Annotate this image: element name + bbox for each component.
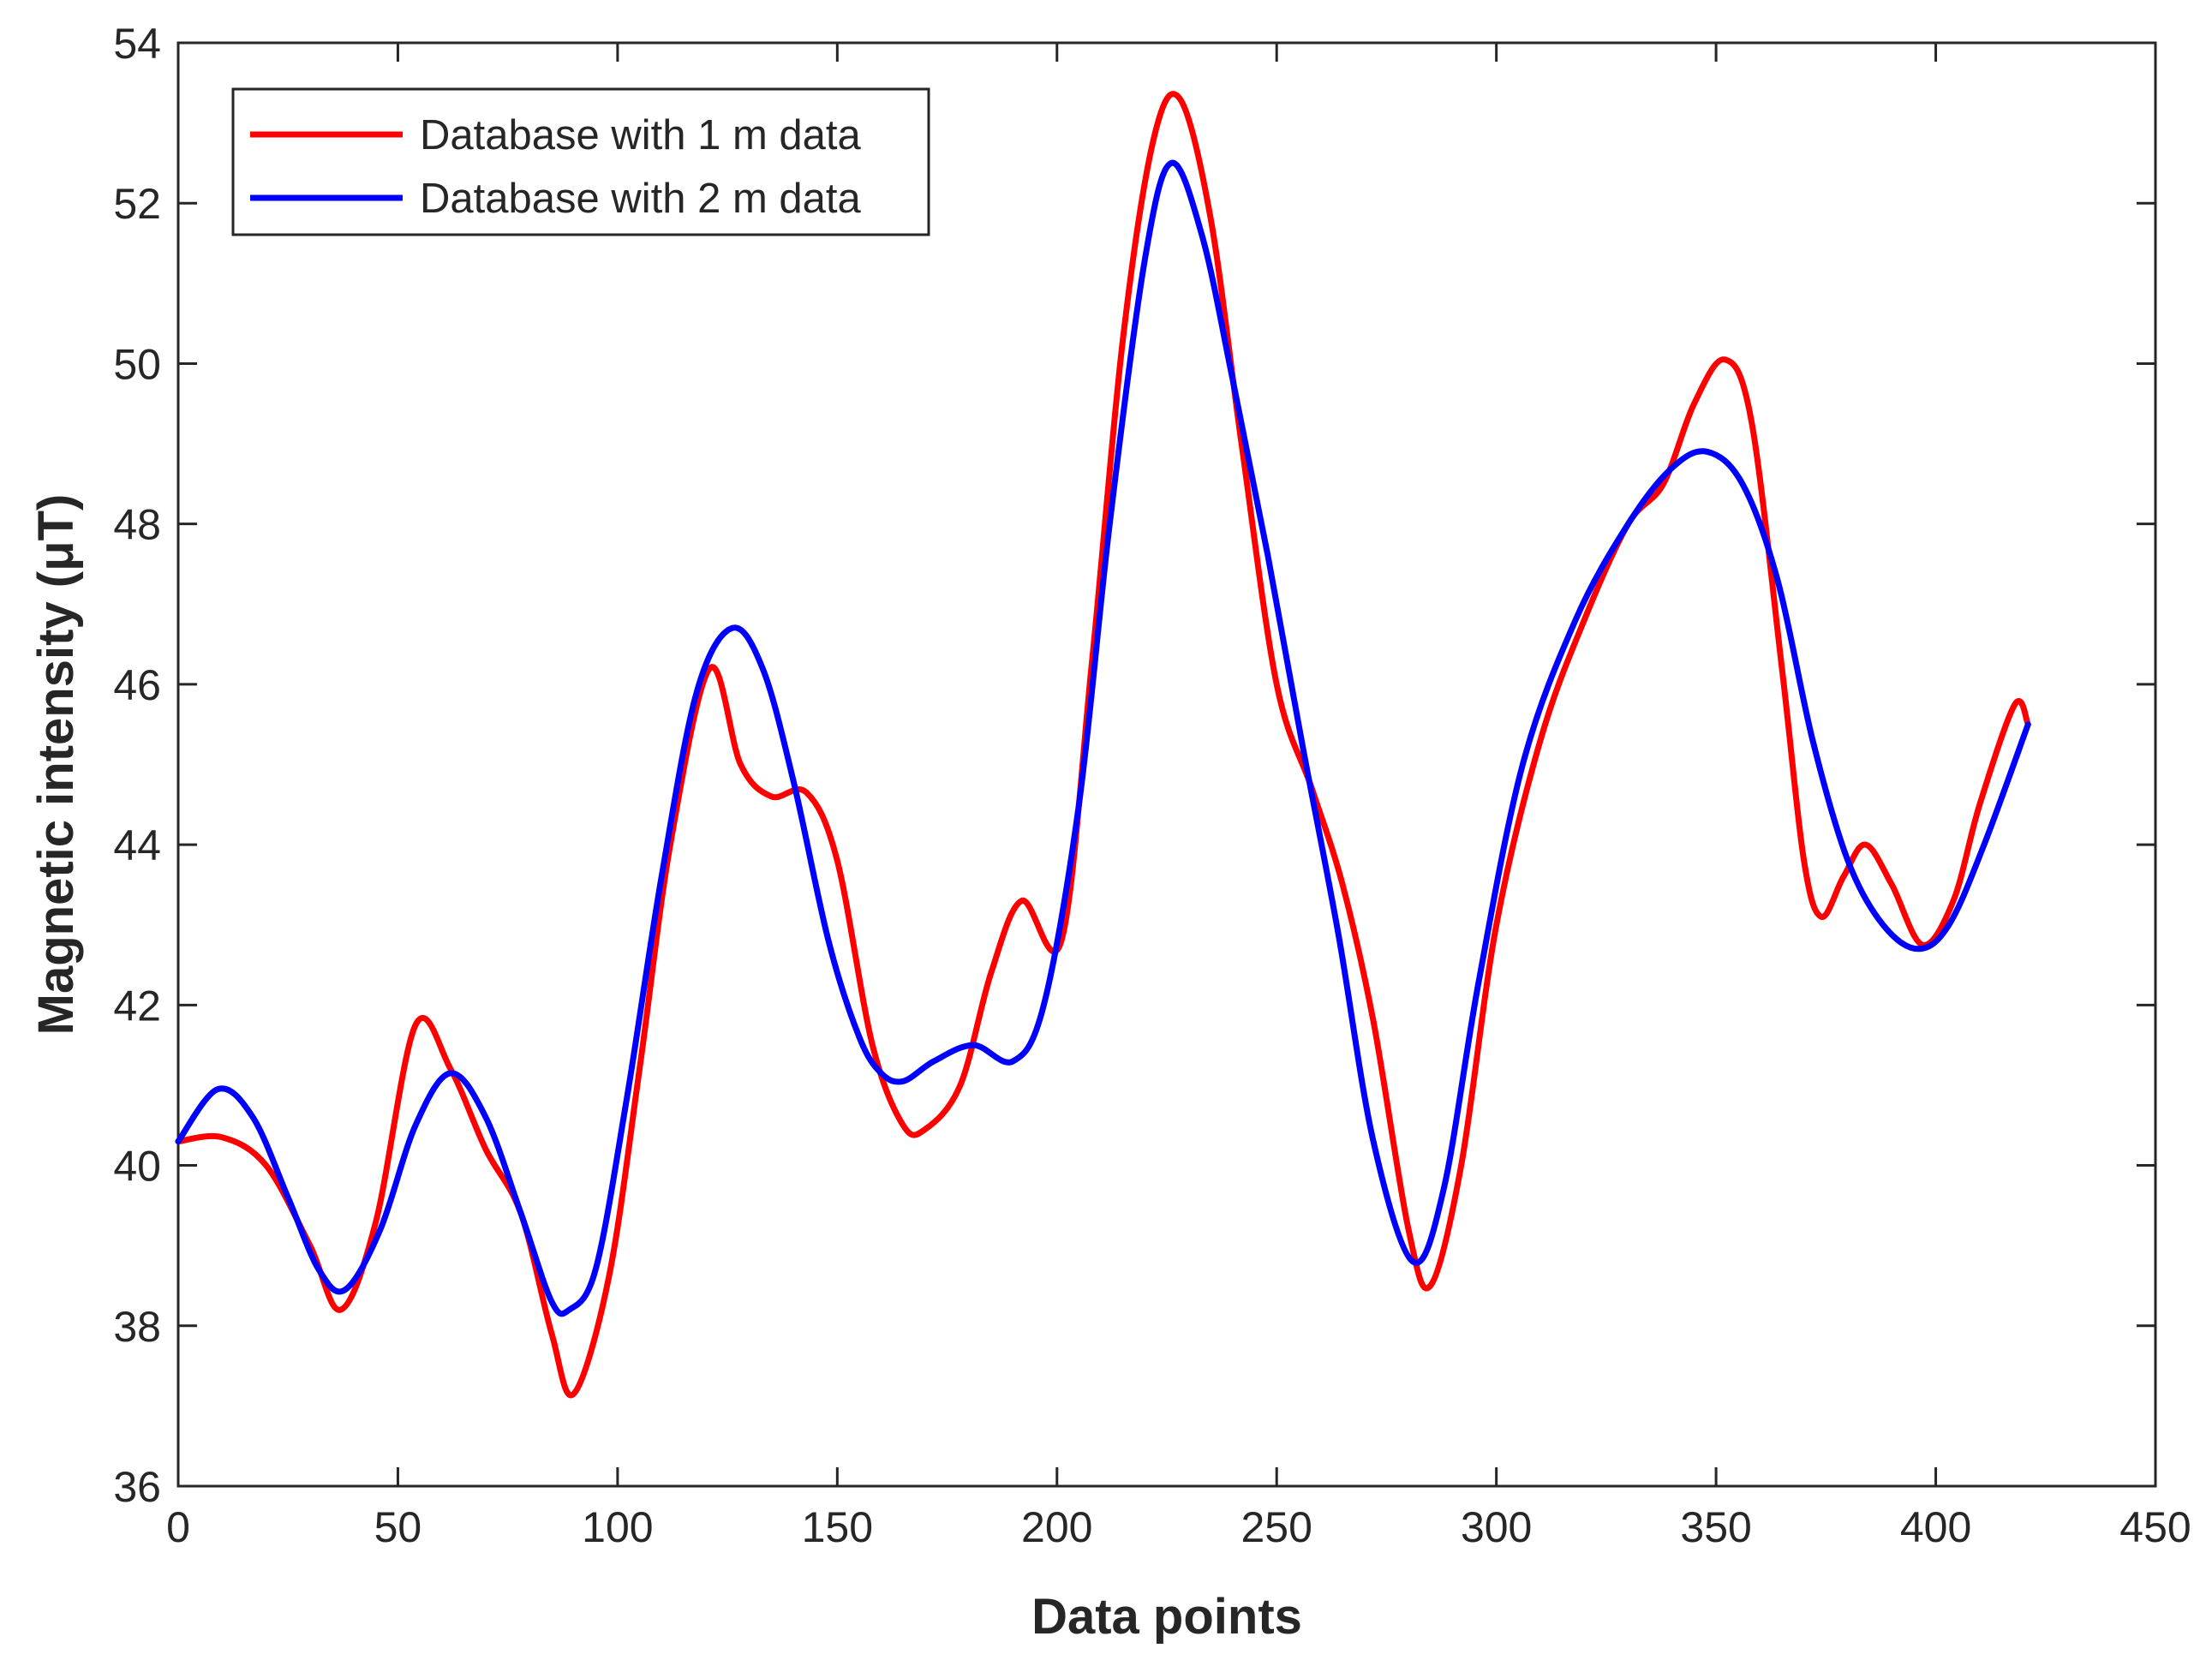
y-tick-label: 40 [113,1143,161,1191]
legend: Database with 1 m data Database with 2 m … [231,87,930,236]
plot-area [176,41,2157,1488]
x-tick-label: 350 [1680,1503,1751,1551]
series-line-2 [175,159,2031,1317]
x-tick-label: 0 [166,1503,190,1551]
y-tick-label: 38 [113,1303,161,1351]
y-tick-label: 52 [113,180,161,228]
legend-box [231,87,930,236]
y-tick-label: 50 [113,340,161,388]
x-axis-title: Data points [1031,1589,1302,1645]
legend-label-1: Database with 1 m data [420,112,862,158]
x-tick-label: 50 [374,1503,422,1551]
y-tick-label: 44 [113,821,161,869]
series-line-1 [175,91,2031,1399]
legend-label-2: Database with 2 m data [420,176,862,222]
y-axis-title: Magnetic intensity (μT) [28,494,84,1036]
y-tick-label: 42 [113,982,161,1030]
x-tick-label: 250 [1241,1503,1312,1551]
y-tick-label: 46 [113,661,161,709]
x-tick-label: 450 [2119,1503,2191,1551]
y-tick-label: 54 [113,20,161,68]
x-tick-label: 200 [1021,1503,1092,1551]
ticks-layer: 0 50 100 150 200 250 300 350 400 450 36 38 40 42 44 46 4… [113,20,2191,1551]
x-tick-label: 150 [802,1503,873,1551]
series-layer [175,91,2031,1399]
y-tick-label: 36 [113,1463,161,1511]
x-tick-label: 300 [1461,1503,1532,1551]
x-tick-label: 400 [1900,1503,1971,1551]
y-tick-label: 48 [113,501,161,549]
x-tick-label: 100 [582,1503,653,1551]
